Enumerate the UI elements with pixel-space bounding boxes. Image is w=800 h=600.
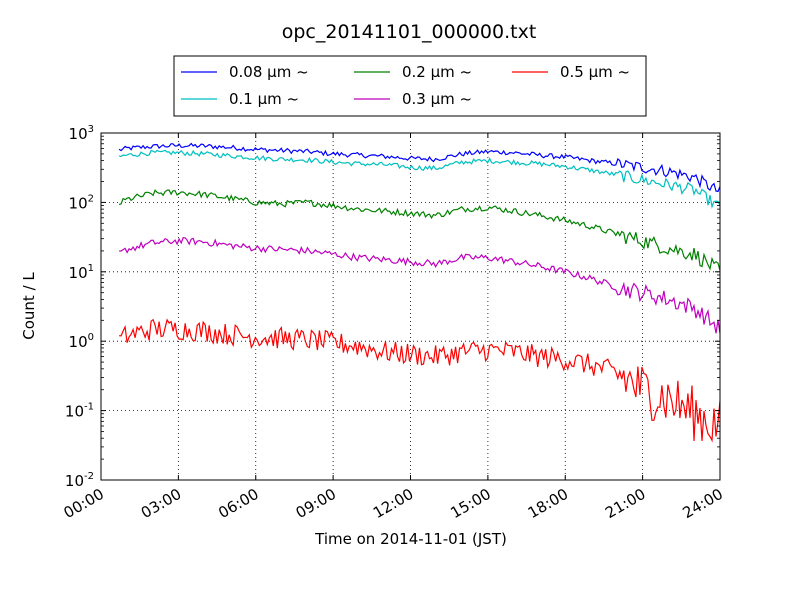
legend-label: 0.1 μm ~ bbox=[229, 90, 299, 108]
y-tick-label: 100 bbox=[69, 332, 94, 351]
legend-label: 0.5 μm ~ bbox=[560, 63, 630, 81]
y-tick-label: 102 bbox=[69, 193, 94, 212]
legend: 0.08 μm ~ 0.1 μm ~ 0.2 μm ~ 0.3 μm ~ 0.5 μm … bbox=[173, 55, 647, 117]
legend-box bbox=[173, 55, 647, 117]
series-line bbox=[118, 149, 721, 209]
y-axis-label: Count / L bbox=[20, 272, 38, 340]
y-tick-label: 10-1 bbox=[65, 402, 94, 421]
legend-label: 0.08 μm ~ bbox=[229, 63, 309, 81]
series-lines bbox=[118, 142, 721, 443]
series-line bbox=[118, 142, 721, 193]
y-tick-label: 10-2 bbox=[65, 471, 94, 490]
series-line bbox=[118, 189, 721, 271]
chart-title: opc_20141101_000000.txt bbox=[282, 21, 537, 43]
legend-label: 0.2 μm ~ bbox=[402, 63, 472, 81]
series-line bbox=[119, 237, 721, 334]
series-line bbox=[119, 318, 721, 443]
y-tick-label: 103 bbox=[69, 124, 94, 143]
y-tick-label: 101 bbox=[69, 263, 94, 282]
legend-items: 0.08 μm ~ 0.1 μm ~ 0.2 μm ~ 0.3 μm ~ 0.5 μm … bbox=[181, 63, 630, 108]
legend-label: 0.3 μm ~ bbox=[402, 90, 472, 108]
x-axis-label: Time on 2014-11-01 (JST) bbox=[314, 530, 507, 548]
